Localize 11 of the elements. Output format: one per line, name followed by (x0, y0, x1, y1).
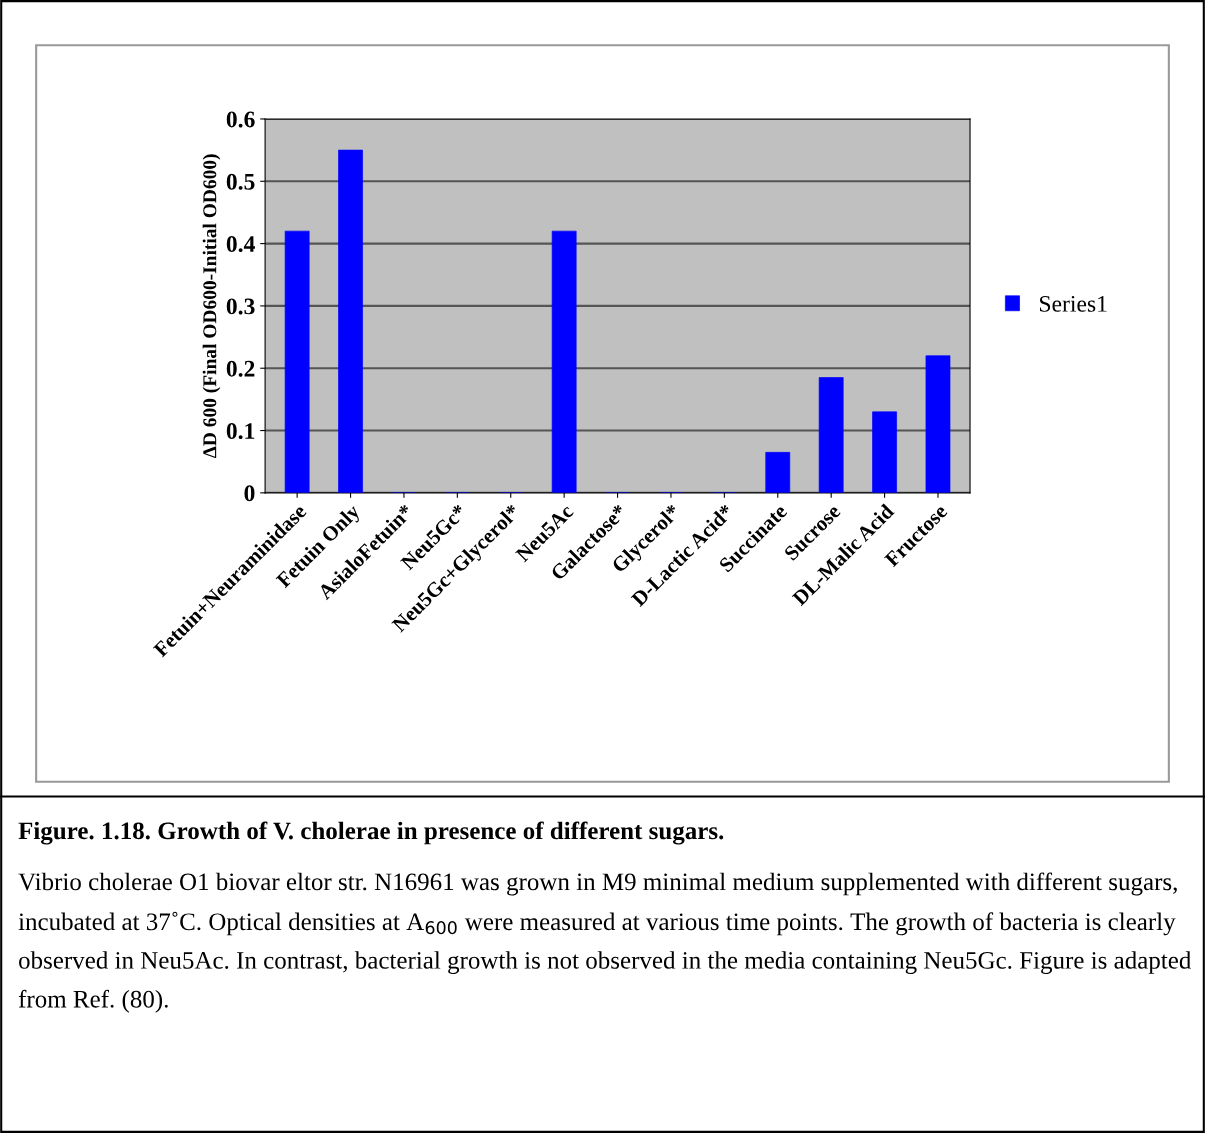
y-tick-label: 0.1 (226, 423, 255, 440)
y-tick-label: 0.4 (226, 236, 255, 253)
y-tick-label: 0.6 (226, 111, 255, 128)
y-axis-title: ΔD 600 (Final OD600-Initial OD600) (202, 154, 221, 459)
y-tick-label: 0 (244, 485, 255, 502)
y-tick-label: 0.5 (226, 173, 255, 190)
legend-label: Series1 (1040, 295, 1107, 312)
text: Figure. 1.18. Growth of V. cholerae in presence of different sugars. (18, 821, 724, 845)
y-tick-label: 0.3 (226, 298, 255, 315)
y-tick-label: 0.2 (226, 360, 255, 377)
text: Vibrio cholerae O1 biovar eltor str. N16961 was grown in M9 minimal medium supplemented with different sugars, incubated at 37˚C. Optical densities at A$_{600}$ were measured at various time points. The growth of bacteria is clearly observed in Neu5Ac. In contrast, bacterial growth is not observed in the media containing Neu5Gc. Figure is adapted from Ref. (80). (18, 872, 1192, 1013)
